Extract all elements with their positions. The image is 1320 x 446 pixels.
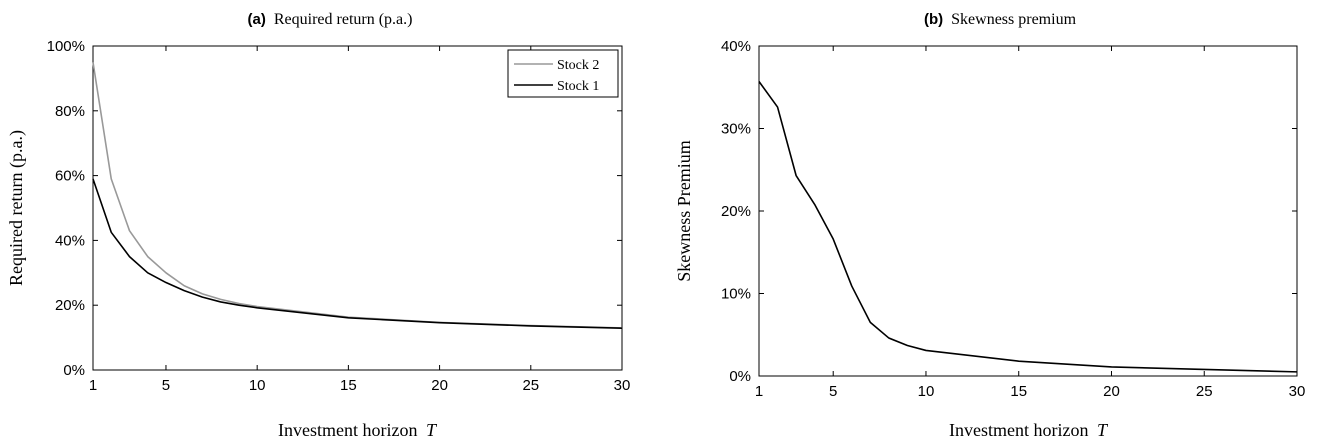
panel-b-series-lines [758, 81, 1298, 373]
panel-a-title: (a) Required return (p.a.) [248, 11, 413, 28]
legend-label-stock-2: Stock 2 [557, 58, 599, 73]
x-tick-label: 5 [829, 383, 837, 400]
x-tick-label: 20 [431, 377, 448, 394]
panel-b-x-axis-var: T [1097, 420, 1109, 440]
x-tick-label: 20 [1103, 383, 1120, 400]
x-tick-label: 5 [162, 377, 170, 394]
x-tick-label: 1 [755, 383, 763, 400]
panel-a-tag: (a) [248, 11, 266, 28]
panel-a-x-axis-label-text: Investment horizon [278, 420, 417, 440]
panel-b-title: (b) Skewness premium [924, 11, 1077, 28]
panel-b-y-axis-label: Skewness Premium [674, 140, 694, 282]
y-tick-label: 40% [721, 38, 751, 55]
x-tick-label: 15 [340, 377, 357, 394]
x-tick-label: 30 [1289, 383, 1306, 400]
y-tick-label: 60% [55, 168, 85, 185]
panel-a-series-lines [92, 62, 623, 329]
series-line-stock-2 [92, 62, 623, 329]
panel-b-x-axis-label: Investment horizon T [949, 420, 1109, 440]
panel-b-x-axis-label-text: Investment horizon [949, 420, 1088, 440]
panel-b-plot-frame [758, 45, 1298, 377]
x-tick-label: 15 [1010, 383, 1027, 400]
panel-skewness-premium: (b) Skewness premium 1 5 10 15 20 25 300%10%20… [674, 11, 1305, 440]
panel-a-x-axis-var: T [426, 420, 438, 440]
panel-a-plot-frame [92, 45, 623, 371]
legend-label-stock-1: Stock 1 [557, 79, 599, 94]
x-tick-label: 1 [89, 377, 97, 394]
y-tick-label: 0% [63, 362, 85, 379]
panel-a-title-text: Required return (p.a.) [274, 11, 413, 28]
panel-b-ticks: 1 5 10 15 20 25 300%10%20%30%40% [721, 38, 1305, 400]
y-tick-label: 30% [721, 121, 751, 138]
panel-required-return: (a) Required return (p.a.) 1 5 10 15 20 25 300… [6, 11, 630, 440]
y-tick-label: 10% [721, 286, 751, 303]
panel-b-tag: (b) [924, 11, 943, 28]
series-line-stock-1 [92, 178, 623, 329]
y-tick-label: 100% [47, 38, 85, 55]
x-tick-label: 25 [522, 377, 539, 394]
y-tick-label: 40% [55, 232, 85, 249]
panel-a-x-axis-label: Investment horizon T [278, 420, 438, 440]
y-tick-label: 80% [55, 103, 85, 120]
series-line-panel-1-series [758, 81, 1298, 373]
panel-a-legend: Stock 2 Stock 1 [507, 49, 619, 98]
x-tick-label: 25 [1196, 383, 1213, 400]
y-tick-label: 0% [729, 368, 751, 385]
panel-b-title-text: Skewness premium [951, 11, 1076, 28]
x-tick-label: 10 [249, 377, 266, 394]
x-tick-label: 30 [614, 377, 631, 394]
legend-box [507, 49, 619, 98]
y-tick-label: 20% [55, 297, 85, 314]
panel-a-ticks: 1 5 10 15 20 25 300%20%40%60%80%100% [47, 38, 631, 394]
panel-a-y-axis-label: Required return (p.a.) [6, 130, 27, 286]
x-tick-label: 10 [918, 383, 935, 400]
y-tick-label: 20% [721, 203, 751, 220]
